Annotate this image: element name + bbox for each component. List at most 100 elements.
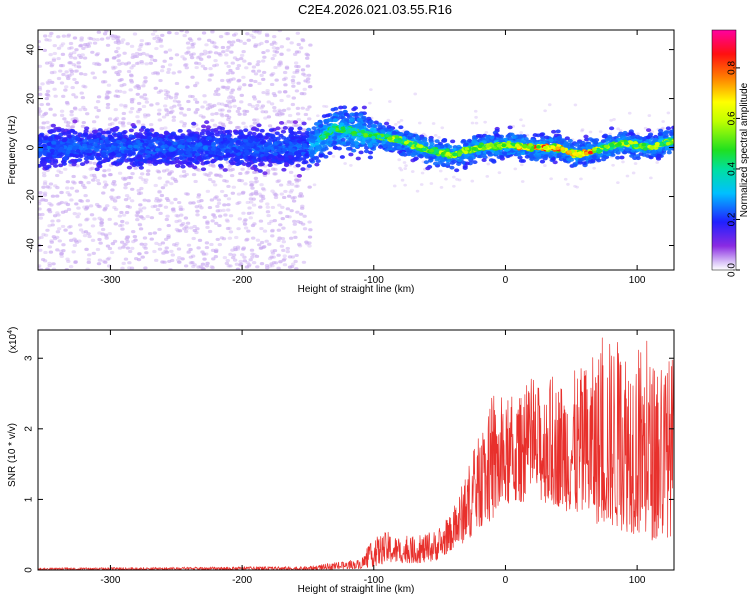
spectrogram-cell (285, 37, 291, 41)
spectrogram-cell (72, 116, 78, 121)
spectrogram-cell (301, 160, 307, 165)
spectrogram-cell (60, 52, 66, 57)
spectrogram-cell (174, 163, 181, 168)
spectrogram-cell (79, 38, 84, 42)
spectrogram-cell (215, 204, 220, 208)
spectrogram-cell (130, 187, 135, 191)
spectrogram-cell (104, 58, 110, 63)
spectrogram-cell (580, 129, 584, 133)
spectrogram-cell (137, 107, 142, 112)
spectrogram-cell (65, 180, 71, 184)
spectrogram-cell (193, 111, 198, 115)
spectrogram-cell (74, 69, 80, 73)
spectrogram-cell (224, 261, 230, 265)
spectrogram-cell (259, 246, 264, 250)
spectrogram-cell (251, 95, 257, 99)
spectrogram-cell (294, 253, 299, 258)
spectrogram-cell (170, 109, 175, 113)
spectrogram-cell (159, 127, 164, 131)
spectrogram-cell (186, 46, 191, 50)
spectrogram-cell (228, 214, 234, 218)
spectrogram-cell (263, 110, 269, 114)
spectrogram-cell (243, 125, 248, 129)
spectrogram-cell (276, 179, 282, 183)
spectrogram-cell (213, 173, 219, 177)
spectrogram-cell (68, 55, 74, 59)
spectrogram-cell (66, 76, 71, 81)
spectrogram-cell (272, 191, 277, 195)
spectrogram-cell (88, 204, 94, 208)
spectrogram-cell (49, 64, 54, 68)
spectrogram-cell (128, 73, 134, 77)
spectrogram-cell (52, 44, 57, 48)
spectrogram-cell (235, 109, 241, 113)
spectrogram-cell (208, 50, 213, 54)
spectrogram-cell (616, 127, 620, 131)
spectrogram-cell (130, 53, 136, 57)
spectrogram-cell (115, 54, 120, 59)
spectrogram-cell (43, 111, 49, 115)
spectrogram-cell (228, 68, 233, 73)
spectrogram-cell (177, 103, 182, 107)
spectrogram-cell (226, 80, 232, 84)
spectrogram-cell (191, 42, 197, 46)
spectrogram-cell (279, 244, 285, 248)
spectrogram-cell (38, 109, 43, 113)
spectrogram-cell (145, 172, 151, 176)
spectrogram-cell (120, 121, 126, 125)
spectrogram-cell (367, 155, 373, 160)
spectrogram-cell (163, 249, 168, 253)
spectrogram-cell (129, 44, 135, 48)
spectrogram-cell (126, 69, 132, 74)
spectrogram-cell (219, 102, 225, 106)
spectrogram-cell (117, 69, 122, 74)
spectrogram-cell (262, 229, 268, 233)
spectrogram-cell (94, 115, 100, 119)
spectrogram-cell (214, 112, 219, 116)
spectrogram-cell (122, 90, 127, 94)
spectrogram-cell (301, 72, 306, 76)
spectrogram-cell (176, 260, 182, 264)
spectrogram-cell (129, 266, 135, 270)
spectrogram-cell (73, 107, 78, 111)
spectrogram-cell (202, 215, 207, 219)
spectrogram-cell (38, 190, 43, 195)
spectrogram-cell (251, 203, 257, 207)
spectrogram-cell (142, 198, 147, 202)
spectrogram-cell (146, 113, 151, 117)
spectrogram-cell (163, 126, 168, 130)
spectrogram-cell (188, 247, 193, 252)
spectrogram-cell (243, 226, 249, 230)
spectrogram-cell (221, 50, 226, 54)
spectrogram-cell (126, 165, 133, 170)
spectrogram-cell (55, 211, 60, 215)
spectrogram-cell (86, 257, 92, 262)
spectrogram-cell (579, 177, 583, 181)
spectrogram-cell (283, 189, 288, 194)
spectrogram-cell (403, 183, 407, 187)
spectrogram-cell (165, 198, 171, 203)
spectrogram-cell (286, 48, 291, 52)
spectrogram-cell (288, 170, 294, 175)
spectrogram-cell (383, 121, 390, 126)
spectrogram-cell (255, 265, 260, 269)
spectrogram-cell (38, 264, 42, 268)
spectrogram-cell (227, 165, 232, 169)
spectrogram-cell (633, 162, 638, 165)
spectrogram-cell (220, 85, 226, 89)
spectrogram-cell (238, 263, 243, 267)
spectrogram-cell (130, 230, 136, 234)
spectrogram-cell (72, 36, 78, 40)
spectrogram-cell (270, 72, 276, 76)
spectrogram-cell (38, 45, 41, 49)
spectrogram-cell (73, 260, 78, 264)
spectrogram-cell (76, 53, 82, 57)
spectrogram-cell (225, 85, 231, 89)
spectrogram-cell (236, 227, 241, 231)
spectrogram-cell (39, 198, 45, 202)
spectrogram-cell (137, 223, 143, 227)
spectrogram-cell (431, 122, 436, 125)
spectrogram-cell (129, 80, 135, 84)
spectrogram-cell (158, 38, 163, 42)
spectrogram-cell (265, 33, 270, 38)
